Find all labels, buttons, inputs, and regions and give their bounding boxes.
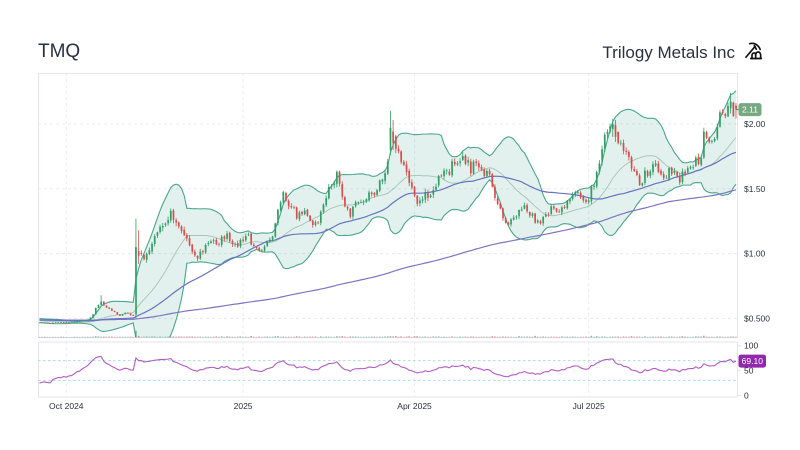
candlestick-series bbox=[38, 92, 737, 324]
sma50-line bbox=[39, 151, 737, 322]
rsi-axis-label: 50 bbox=[744, 366, 754, 376]
price-axis-label: $0.500 bbox=[744, 314, 770, 324]
x-axis-label: Oct 2024 bbox=[49, 401, 84, 411]
price-axis-label: $1.50 bbox=[744, 184, 766, 194]
rsi-line bbox=[39, 355, 737, 384]
sma20-line bbox=[39, 137, 737, 323]
x-axis-label: Apr 2025 bbox=[397, 401, 432, 411]
price-axis-label: $1.00 bbox=[744, 249, 766, 259]
company-name: Trilogy Metals Inc bbox=[602, 43, 735, 62]
sma200-line bbox=[39, 189, 737, 321]
svg-text:69.10: 69.10 bbox=[742, 356, 764, 366]
rsi-value-badge: 69.10 bbox=[738, 354, 766, 368]
ticker-symbol: TMQ bbox=[38, 41, 81, 62]
price-axis-label: $2.00 bbox=[744, 119, 766, 129]
x-axis-label: Jul 2025 bbox=[573, 401, 605, 411]
bollinger-band bbox=[39, 90, 737, 338]
gridlines bbox=[38, 73, 738, 398]
x-axis-label: 2025 bbox=[234, 401, 253, 411]
pickaxe-mining-icon bbox=[745, 42, 763, 60]
rsi-axis-label: 0 bbox=[744, 391, 749, 401]
rsi-axis-label: 100 bbox=[744, 341, 758, 351]
last-price-badge: 2.11 bbox=[738, 103, 762, 117]
svg-text:2.11: 2.11 bbox=[742, 105, 758, 115]
